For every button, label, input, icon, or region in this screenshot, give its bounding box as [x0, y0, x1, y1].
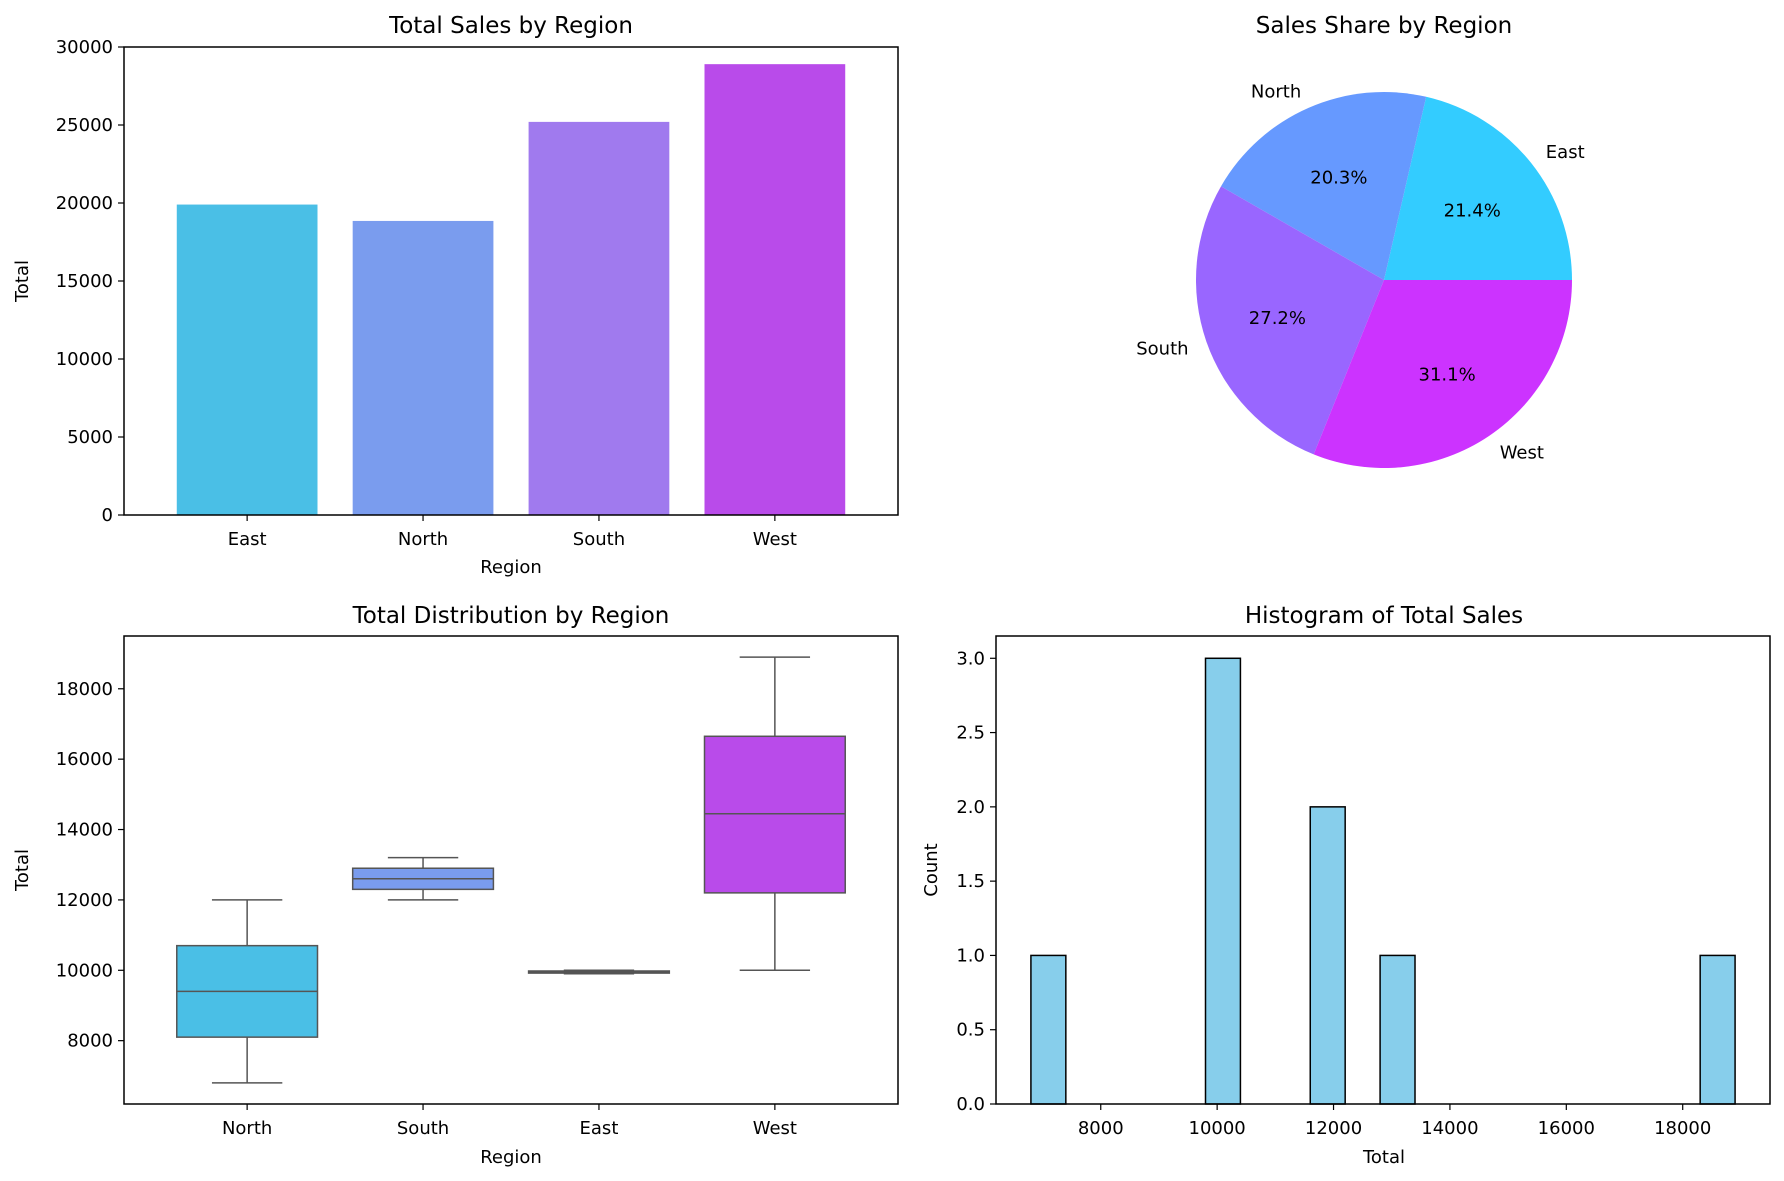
bar-x-tick-label: West: [753, 529, 797, 550]
histogram-y-tick-label: 0.5: [956, 1020, 985, 1041]
box-y-tick-label: 14000: [56, 820, 113, 841]
box-x-ticks: North South East West: [222, 1104, 797, 1139]
histogram-panel: Histogram of Total Sales 0.0 0.5 1.0 1.5 2.0…: [921, 603, 1771, 1168]
box-west: [703, 735, 846, 894]
histogram-x-tick-label: 10000: [1189, 1118, 1246, 1139]
histogram-y-tick-label: 1.0: [956, 945, 985, 966]
pie-chart-title: Sales Share by Region: [1256, 13, 1512, 39]
bar-y-tick-label: 15000: [56, 271, 113, 292]
pie-percent-south: 27.2%: [1249, 308, 1306, 329]
bar-west: [704, 64, 846, 515]
bar-y-tick-label: 30000: [56, 37, 113, 58]
bar-y-ticks: 0 5000 10000 15000 20000 25000 30000: [56, 37, 124, 526]
box-y-tick-label: 8000: [67, 1031, 113, 1052]
bar-x-tick-label: South: [573, 529, 625, 550]
bar-y-tick-label: 20000: [56, 193, 113, 214]
box-y-axis-label: Total: [12, 849, 33, 892]
pie-label-east: East: [1546, 142, 1585, 163]
histogram-y-tick-label: 0.0: [956, 1094, 985, 1115]
bar-north: [352, 220, 494, 515]
pie-label-group: East 21.4% North 20.3% South 27.2% West 31.1%: [1136, 81, 1584, 463]
histogram-y-ticks: 0.0 0.5 1.0 1.5 2.0 2.5 3.0: [956, 648, 996, 1115]
pie-percent-west: 31.1%: [1419, 364, 1476, 385]
pie-slice-east: [1384, 96, 1572, 281]
histogram-x-tick-label: 16000: [1538, 1118, 1595, 1139]
bar-x-axis-label: Region: [480, 557, 542, 578]
histogram-x-tick-label: 18000: [1654, 1118, 1711, 1139]
histogram-bar: [1699, 954, 1736, 1105]
box-x-tick-label: West: [753, 1118, 797, 1139]
histogram-x-axis-label: Total: [1362, 1147, 1405, 1168]
histogram-y-tick-label: 3.0: [956, 648, 985, 669]
bar-x-ticks: East North South West: [228, 515, 797, 550]
box-plot-title: Total Distribution by Region: [352, 603, 670, 629]
box-x-tick-label: South: [397, 1118, 449, 1139]
histogram-y-tick-label: 2.0: [956, 797, 985, 818]
pie-slice-west: [1313, 280, 1572, 468]
bar-south: [528, 121, 670, 515]
box-y-tick-label: 12000: [56, 890, 113, 911]
bar-y-tick-label: 25000: [56, 115, 113, 136]
histogram-bar: [1379, 954, 1416, 1105]
pie-label-north: North: [1251, 81, 1301, 102]
pie-slice-north: [1220, 92, 1427, 280]
bar-y-tick-label: 0: [102, 505, 113, 526]
histogram-bar: [1030, 954, 1067, 1105]
pie-label-west: West: [1500, 442, 1544, 463]
histogram-x-tick-label: 12000: [1305, 1118, 1362, 1139]
pie-slice-south: [1196, 186, 1384, 455]
histogram-plot-frame: [995, 635, 1771, 1105]
box-y-ticks: 8000 10000 12000 14000 16000 18000: [56, 679, 124, 1052]
box-y-tick-label: 18000: [56, 679, 113, 700]
histogram-y-tick-label: 2.5: [956, 723, 985, 744]
histogram-y-tick-label: 1.5: [956, 871, 985, 892]
bar-plot-frame: [123, 46, 899, 516]
bar-east: [176, 204, 318, 515]
bar-y-tick-label: 10000: [56, 349, 113, 370]
histogram-bar: [1309, 806, 1346, 1105]
box-y-tick-label: 16000: [56, 749, 113, 770]
bar-y-tick-label: 5000: [67, 427, 113, 448]
pie-percent-north: 20.3%: [1310, 168, 1367, 189]
pie-label-south: South: [1136, 339, 1188, 360]
histogram-bar-group: [1030, 657, 1736, 1105]
pie-percent-east: 21.4%: [1444, 201, 1501, 222]
histogram-x-tick-label: 14000: [1421, 1118, 1478, 1139]
bar-x-tick-label: North: [398, 529, 448, 550]
bar-group: [176, 64, 846, 515]
box-x-tick-label: East: [580, 1118, 619, 1139]
box-x-axis-label: Region: [480, 1147, 542, 1168]
box-y-tick-label: 10000: [56, 960, 113, 981]
box-x-tick-label: North: [222, 1118, 272, 1139]
box-plot-panel: Total Distribution by Region 8000 10000 12…: [12, 603, 899, 1168]
histogram-x-ticks: 8000 10000 12000 14000 16000 18000: [1078, 1104, 1711, 1139]
histogram-x-tick-label: 8000: [1078, 1118, 1124, 1139]
histogram-y-axis-label: Count: [921, 843, 942, 896]
bar-y-axis-label: Total: [12, 260, 33, 303]
pie-chart-panel: Sales Share by Region East 21.4% North 20.3…: [1136, 13, 1585, 468]
bar-x-tick-label: East: [228, 529, 267, 550]
bar-chart-title: Total Sales by Region: [388, 13, 633, 39]
histogram-bar: [1204, 657, 1242, 1105]
histogram-title: Histogram of Total Sales: [1245, 603, 1523, 629]
box-group: [176, 656, 846, 1084]
pie-slice-group: [1196, 92, 1572, 468]
box-plot-frame: [123, 635, 899, 1105]
bar-chart-panel: Total Sales by Region 0 5000 10000 15000 200…: [12, 13, 899, 578]
